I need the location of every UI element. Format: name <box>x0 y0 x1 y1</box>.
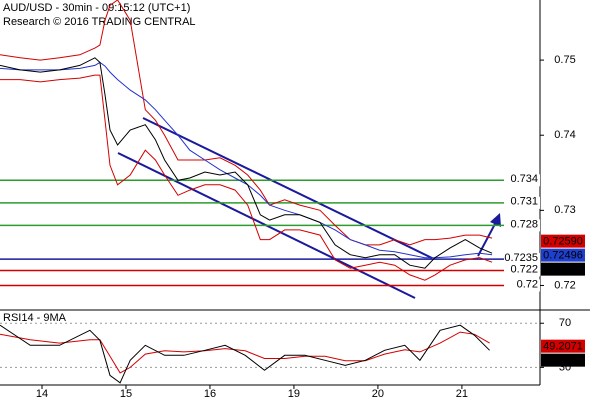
series-line <box>0 331 490 374</box>
level-label: 0.734 <box>510 173 538 185</box>
x-tick-label: 15 <box>120 388 132 400</box>
x-tick-label: 20 <box>372 388 384 400</box>
x-tick-label: 16 <box>204 388 216 400</box>
price-marker-label: 0.72496 <box>543 250 583 262</box>
y-tick-label: 70 <box>559 317 571 329</box>
x-tick-label: 21 <box>456 388 468 400</box>
forecast-arrow <box>477 221 497 257</box>
price-marker <box>541 248 585 262</box>
level-label-box <box>504 174 540 187</box>
y-tick-label: 0.74 <box>554 129 575 141</box>
level-label: 0.731 <box>510 196 538 208</box>
level-label: 0.728 <box>510 218 538 230</box>
y-tick-label: 0.72 <box>554 279 575 291</box>
price-marker-label: 41.9827 <box>543 355 583 367</box>
chart-title: AUD/USD - 30min - 09:15:12 (UTC+1) <box>3 2 190 14</box>
level-label-box <box>504 264 540 277</box>
level-label: 0.722 <box>510 263 538 275</box>
x-tick-label: 19 <box>288 388 300 400</box>
indicator-title: RSI14 - 9MA <box>3 312 67 324</box>
series-line <box>0 0 493 246</box>
forecast-arrowhead <box>490 213 501 227</box>
series-line <box>0 74 493 281</box>
series-line <box>0 57 493 269</box>
level-label-box <box>504 196 540 209</box>
level-label-box <box>504 279 540 292</box>
price-marker <box>541 353 585 367</box>
price-marker <box>541 262 585 276</box>
x-tick-label: 14 <box>36 388 48 400</box>
level-label: 0.72 <box>517 278 538 290</box>
series-line <box>0 324 490 384</box>
level-label-box <box>504 253 540 266</box>
chart-subtitle: Research © 2016 TRADING CENTRAL <box>3 16 196 28</box>
y-tick-label: 0.75 <box>554 54 575 66</box>
y-tick-label: 0.73 <box>554 204 575 216</box>
price-marker-label: 0.72590 <box>543 236 583 248</box>
level-label-box <box>504 219 540 232</box>
price-marker-label: 0.72493 <box>543 264 583 276</box>
channel-line <box>142 117 433 259</box>
price-marker-label: 49.2071 <box>543 341 583 353</box>
price-marker <box>541 234 585 248</box>
price-marker <box>541 339 585 353</box>
level-label: 0.7235 <box>504 252 538 264</box>
